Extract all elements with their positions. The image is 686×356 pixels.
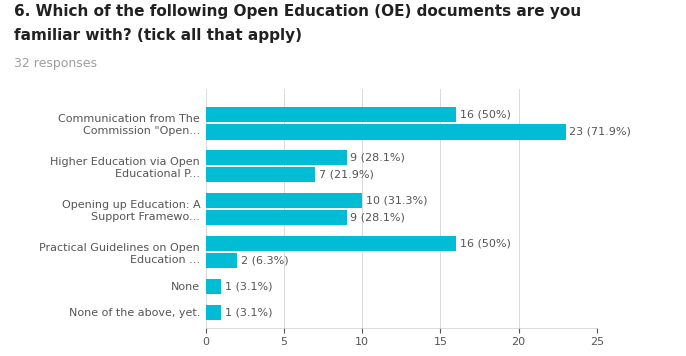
Text: 1 (3.1%): 1 (3.1%) [225, 282, 273, 292]
Bar [206, 124, 565, 140]
Text: 6. Which of the following Open Education (OE) documents are you: 6. Which of the following Open Education… [14, 4, 581, 19]
Text: 9 (28.1%): 9 (28.1%) [351, 153, 405, 163]
Bar [206, 279, 222, 294]
Bar [206, 253, 237, 268]
Text: 2 (6.3%): 2 (6.3%) [241, 256, 289, 266]
Text: 16 (50%): 16 (50%) [460, 239, 511, 248]
Bar [206, 150, 346, 165]
Bar [206, 107, 456, 122]
Text: 23 (71.9%): 23 (71.9%) [569, 127, 631, 137]
Text: 9 (28.1%): 9 (28.1%) [351, 213, 405, 223]
Bar [206, 193, 362, 208]
Bar [206, 210, 346, 225]
Text: familiar with? (tick all that apply): familiar with? (tick all that apply) [14, 28, 302, 43]
Text: 32 responses: 32 responses [14, 57, 97, 70]
Text: 1 (3.1%): 1 (3.1%) [225, 307, 273, 317]
Text: 16 (50%): 16 (50%) [460, 110, 511, 120]
Bar [206, 305, 222, 320]
Bar [206, 167, 316, 183]
Bar [206, 236, 456, 251]
Text: 7 (21.9%): 7 (21.9%) [319, 170, 374, 180]
Text: 10 (31.3%): 10 (31.3%) [366, 196, 427, 206]
